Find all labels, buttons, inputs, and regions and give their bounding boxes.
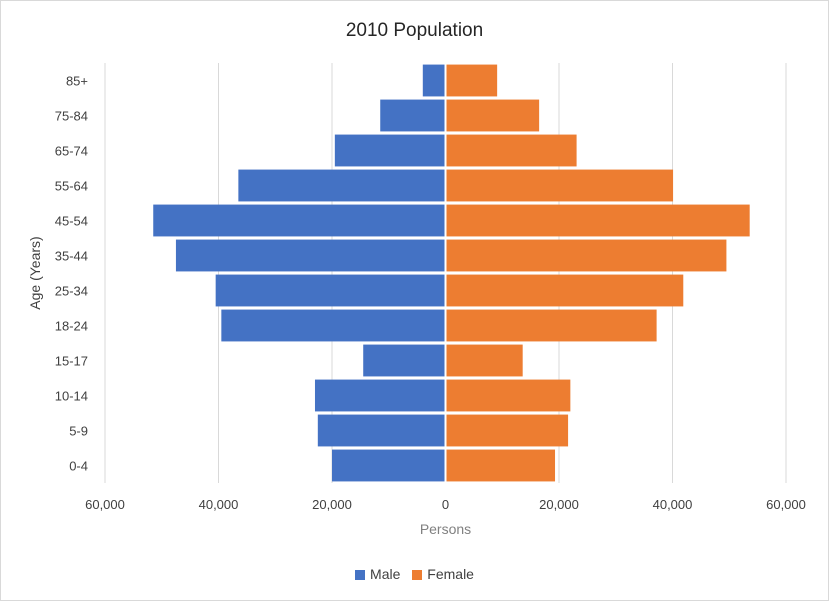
y-tick-label: 35-44 bbox=[55, 249, 88, 264]
x-tick-label: 60,000 bbox=[85, 497, 125, 512]
legend-label-female: Female bbox=[427, 566, 474, 582]
bar-male-25-34 bbox=[215, 274, 446, 307]
bar-female-15-17 bbox=[445, 344, 523, 377]
legend-swatch-male bbox=[355, 570, 366, 580]
bar-male-65-74 bbox=[334, 134, 446, 167]
bar-female-5-9 bbox=[445, 414, 569, 447]
y-tick-label: 65-74 bbox=[55, 144, 88, 159]
bar-female-65-74 bbox=[445, 134, 577, 167]
y-tick-label: 5-9 bbox=[69, 424, 88, 439]
bar-female-45-54 bbox=[445, 204, 750, 237]
bar-male-10-14 bbox=[314, 379, 446, 412]
bar-female-75-84 bbox=[445, 99, 540, 132]
y-tick-label: 55-64 bbox=[55, 179, 88, 194]
bar-male-85+ bbox=[422, 64, 446, 97]
bar-female-85+ bbox=[445, 64, 498, 97]
bar-male-0-4 bbox=[332, 449, 446, 482]
y-axis-title: Age (Years) bbox=[27, 236, 43, 309]
bar-female-55-64 bbox=[445, 169, 674, 202]
y-tick-label: 0-4 bbox=[69, 459, 88, 474]
bar-female-0-4 bbox=[445, 449, 556, 482]
y-tick-label: 15-17 bbox=[55, 354, 88, 369]
y-tick-label: 75-84 bbox=[55, 109, 88, 124]
bar-female-25-34 bbox=[445, 274, 684, 307]
x-tick-label: 40,000 bbox=[653, 497, 693, 512]
x-tick-label: 40,000 bbox=[199, 497, 239, 512]
y-tick-label: 10-14 bbox=[55, 389, 88, 404]
bar-female-18-24 bbox=[445, 309, 657, 342]
y-tick-label: 85+ bbox=[66, 74, 88, 89]
bar-male-35-44 bbox=[175, 239, 446, 272]
bar-male-15-17 bbox=[363, 344, 446, 377]
bar-male-18-24 bbox=[221, 309, 446, 342]
legend-item-male: Male bbox=[355, 566, 400, 582]
legend-item-female: Female bbox=[412, 566, 474, 582]
chart-title: 2010 Population bbox=[345, 20, 484, 41]
x-tick-label: 0 bbox=[442, 497, 449, 512]
legend-label-male: Male bbox=[370, 566, 401, 582]
bar-male-45-54 bbox=[153, 204, 446, 237]
y-tick-label: 45-54 bbox=[55, 214, 88, 229]
bar-male-55-64 bbox=[238, 169, 446, 202]
legend-swatch-female bbox=[412, 570, 423, 580]
bar-female-35-44 bbox=[445, 239, 727, 272]
y-tick-label: 25-34 bbox=[55, 284, 88, 299]
x-tick-label: 20,000 bbox=[539, 497, 579, 512]
bar-male-5-9 bbox=[317, 414, 446, 447]
bar-female-10-14 bbox=[445, 379, 571, 412]
x-tick-label: 60,000 bbox=[766, 497, 806, 512]
x-axis-title: Persons bbox=[420, 521, 471, 537]
legend: Male Female bbox=[0, 566, 829, 582]
y-tick-label: 18-24 bbox=[55, 319, 88, 334]
bar-male-75-84 bbox=[380, 99, 446, 132]
x-tick-label: 20,000 bbox=[312, 497, 352, 512]
